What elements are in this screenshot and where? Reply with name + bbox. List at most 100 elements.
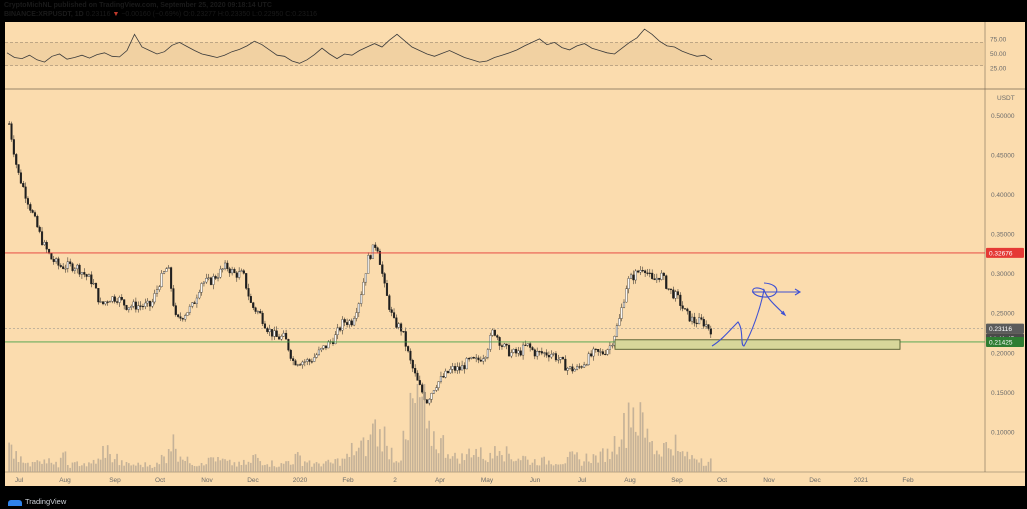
volume-bar [409,392,412,472]
candle-body [698,317,701,325]
candle-body [167,267,170,269]
volume-bar [376,446,379,472]
volume-bar [235,466,238,472]
volume-bar [325,461,327,472]
volume-bar [489,452,492,472]
volume-bar [257,457,259,472]
candle-body [693,316,696,324]
candle-body [362,281,365,295]
volume-bar [674,434,677,472]
volume-bar [440,438,442,472]
volume-bar [611,451,614,472]
volume-bar [346,453,348,472]
volume-bar [308,460,311,472]
volume-bar [12,458,15,472]
candle-body [709,328,712,335]
volume-bar [57,467,60,472]
volume-bar [442,435,445,472]
candle-body [181,318,184,320]
volume-bar [146,466,149,472]
volume-bar [623,412,625,472]
candle-body [463,365,466,370]
candle-body [397,323,400,328]
volume-bar [339,465,341,472]
time-tick-label: Jul [578,477,587,484]
candle-body [669,288,672,291]
price-tick-label: 0.30000 [991,271,1015,278]
volume-bar [120,460,123,472]
candle-body [475,357,478,359]
candle-body [179,316,182,319]
volume-bar [287,461,290,472]
candle-body [240,270,243,272]
candle-body [259,311,262,314]
volume-bar [491,458,494,472]
candle-body [19,172,22,184]
volume-bar [426,428,428,472]
candle-body [66,261,69,269]
volume-bar [381,451,384,472]
candle-body [578,366,581,368]
volume-bar [74,462,76,472]
volume-bar [24,463,27,472]
projection-arrow-head [780,310,787,317]
volume-bar [592,454,595,472]
volume-bar [472,455,475,472]
candle-body [146,300,149,304]
candle-body [141,305,144,308]
volume-bar [616,454,618,472]
volume-bar [48,458,50,472]
candle-body [660,272,663,280]
tradingview-brand[interactable]: TradingView [8,497,66,506]
candle-body [104,301,107,305]
candle-body [597,349,600,352]
volume-bar [50,462,53,472]
volume-bar [264,464,266,472]
candle-body [683,308,687,310]
volume-bar [29,466,32,472]
candle-body [489,335,492,350]
volume-bar [461,453,463,472]
volume-bar [85,466,88,472]
volume-bar [59,457,62,472]
candle-body [435,387,438,391]
candle-body [564,358,567,371]
volume-bar [245,464,247,472]
volume-bar [667,448,670,472]
candle-body [606,349,609,355]
volume-bar [618,446,621,472]
candle-body [507,345,511,357]
candle-body [219,268,222,278]
candle-body [552,353,555,355]
candle-body [442,376,445,378]
volume-bar [444,457,447,472]
volume-bar [55,461,57,472]
candle-body [531,347,534,350]
candle-body [247,288,250,297]
candle-body [529,343,532,348]
candle-body [31,210,34,213]
volume-bar [357,447,360,472]
candle-body [550,353,553,358]
candle-body [458,366,461,371]
candle-body [273,330,276,337]
volume-bar [261,465,264,472]
volume-bar [421,396,423,472]
candle-body [160,273,163,287]
candle-body [517,350,520,354]
candle-body [233,269,236,273]
volume-bar [66,465,69,472]
candle-body [76,264,79,270]
volume-bar [36,460,39,472]
candle-body [667,288,670,290]
candle-body [599,351,602,353]
support-price-badge: 0.21425 [989,339,1013,346]
candle-body [695,322,698,325]
candle-body [479,359,482,362]
candle-body [317,349,320,356]
time-tick-label: Sep [671,477,683,484]
candle-body [324,345,328,349]
candle-body [629,274,633,279]
